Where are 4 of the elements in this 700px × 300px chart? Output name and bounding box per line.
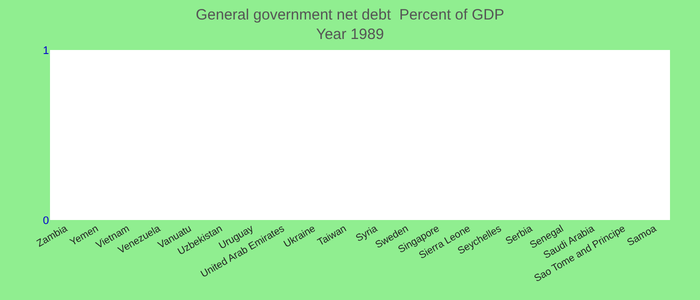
chart-subtitle: Year 1989 [316,26,384,43]
y-tick-label: 0 [42,214,49,227]
chart-title: General government net debt Percent of GDP [196,6,504,24]
y-tick-label: 1 [42,44,49,57]
